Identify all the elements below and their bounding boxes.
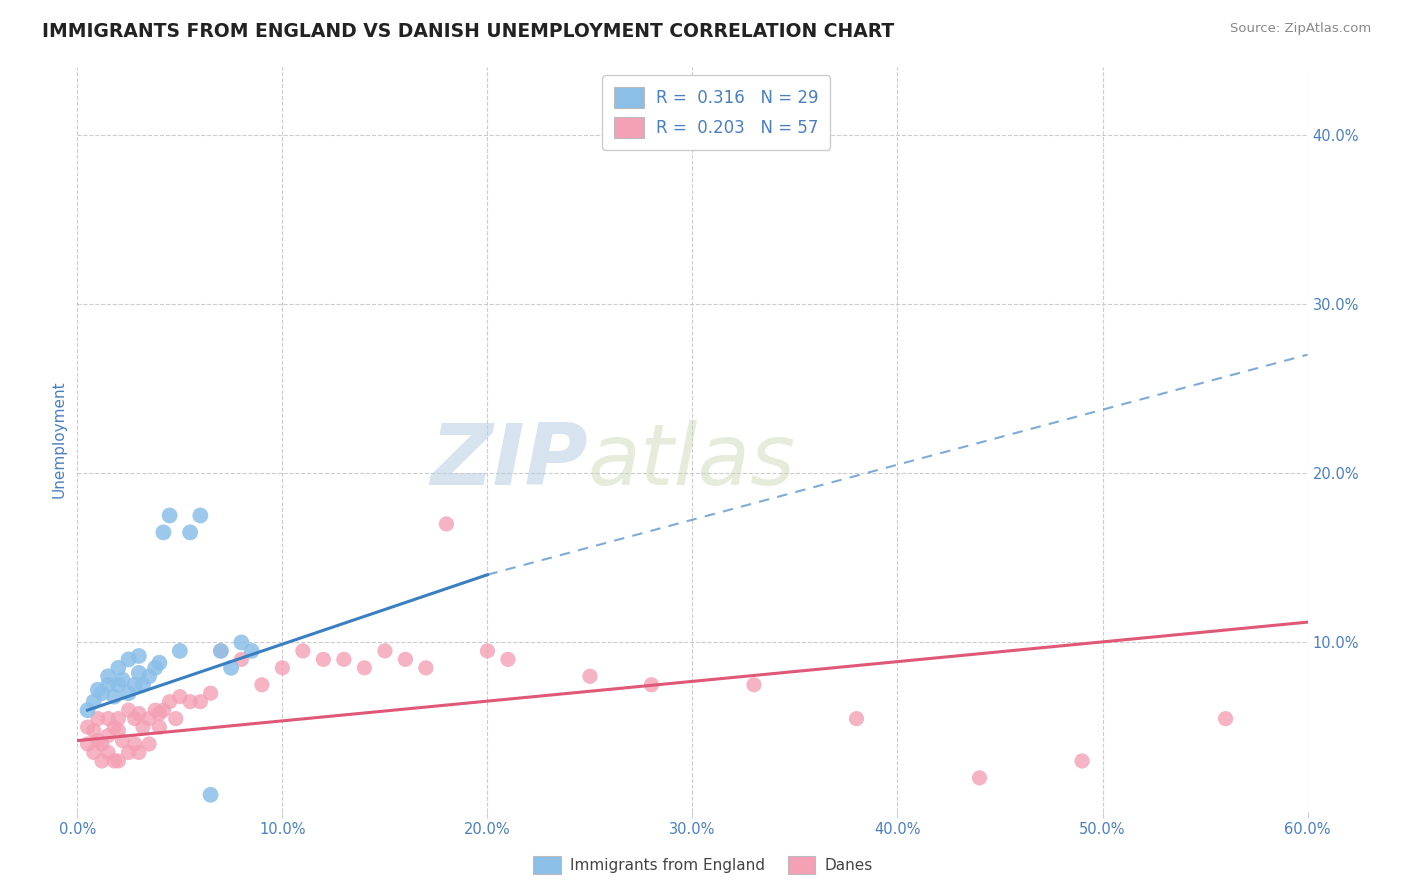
Point — [90, 754, 114, 768]
Point — [374, 644, 396, 658]
Point — [107, 678, 129, 692]
Point — [477, 644, 499, 658]
Point — [107, 723, 129, 738]
Point — [83, 695, 105, 709]
Point — [179, 695, 201, 709]
Point — [436, 516, 458, 531]
Legend: R =  0.316   N = 29, R =  0.203   N = 57: R = 0.316 N = 29, R = 0.203 N = 57 — [602, 75, 830, 150]
Point — [76, 703, 98, 717]
Point — [169, 690, 191, 704]
Point — [143, 703, 166, 717]
Point — [271, 661, 294, 675]
Point — [169, 644, 191, 658]
Point — [111, 673, 134, 687]
Point — [496, 652, 519, 666]
Point — [333, 652, 356, 666]
Point — [107, 661, 129, 675]
Point — [148, 720, 170, 734]
Point — [231, 635, 253, 649]
Point — [76, 737, 98, 751]
Point — [1215, 712, 1237, 726]
Text: atlas: atlas — [588, 420, 796, 503]
Point — [124, 712, 146, 726]
Point — [97, 669, 120, 683]
Point — [117, 686, 139, 700]
Point — [87, 682, 110, 697]
Point — [209, 644, 232, 658]
Point — [128, 746, 150, 760]
Point — [969, 771, 991, 785]
Point — [124, 678, 146, 692]
Text: Source: ZipAtlas.com: Source: ZipAtlas.com — [1230, 22, 1371, 36]
Point — [83, 746, 105, 760]
Point — [353, 661, 375, 675]
Point — [415, 661, 437, 675]
Point — [111, 733, 134, 747]
Point — [188, 508, 212, 523]
Text: IMMIGRANTS FROM ENGLAND VS DANISH UNEMPLOYMENT CORRELATION CHART: IMMIGRANTS FROM ENGLAND VS DANISH UNEMPL… — [42, 22, 894, 41]
Point — [103, 720, 125, 734]
Point — [117, 746, 139, 760]
Point — [107, 712, 129, 726]
Point — [107, 754, 129, 768]
Point — [200, 788, 222, 802]
Point — [152, 525, 174, 540]
Point — [103, 754, 125, 768]
Point — [117, 703, 139, 717]
Point — [159, 695, 181, 709]
Text: ZIP: ZIP — [430, 420, 588, 503]
Point — [132, 720, 155, 734]
Point — [148, 706, 170, 721]
Point — [76, 720, 98, 734]
Point — [90, 686, 114, 700]
Point — [117, 652, 139, 666]
Point — [250, 678, 273, 692]
Point — [845, 712, 868, 726]
Point — [143, 661, 166, 675]
Point — [1071, 754, 1094, 768]
Point — [83, 723, 105, 738]
Point — [159, 508, 181, 523]
Point — [165, 712, 187, 726]
Point — [188, 695, 212, 709]
Point — [231, 652, 253, 666]
Point — [394, 652, 416, 666]
Point — [179, 525, 201, 540]
Point — [219, 661, 242, 675]
Point — [132, 678, 155, 692]
Point — [200, 686, 222, 700]
Point — [312, 652, 335, 666]
Point — [128, 665, 150, 680]
Point — [90, 737, 114, 751]
Point — [742, 678, 765, 692]
Point — [138, 712, 160, 726]
Point — [97, 746, 120, 760]
Point — [97, 729, 120, 743]
Point — [87, 733, 110, 747]
Point — [138, 737, 160, 751]
Point — [124, 737, 146, 751]
Y-axis label: Unemployment: Unemployment — [51, 381, 66, 498]
Point — [240, 644, 263, 658]
Point — [640, 678, 662, 692]
Point — [97, 712, 120, 726]
Point — [152, 703, 174, 717]
Point — [97, 678, 120, 692]
Point — [291, 644, 314, 658]
Point — [128, 706, 150, 721]
Point — [579, 669, 602, 683]
Point — [148, 656, 170, 670]
Legend: Immigrants from England, Danes: Immigrants from England, Danes — [527, 850, 879, 880]
Point — [128, 648, 150, 663]
Point — [103, 690, 125, 704]
Point — [87, 712, 110, 726]
Point — [209, 644, 232, 658]
Point — [138, 669, 160, 683]
